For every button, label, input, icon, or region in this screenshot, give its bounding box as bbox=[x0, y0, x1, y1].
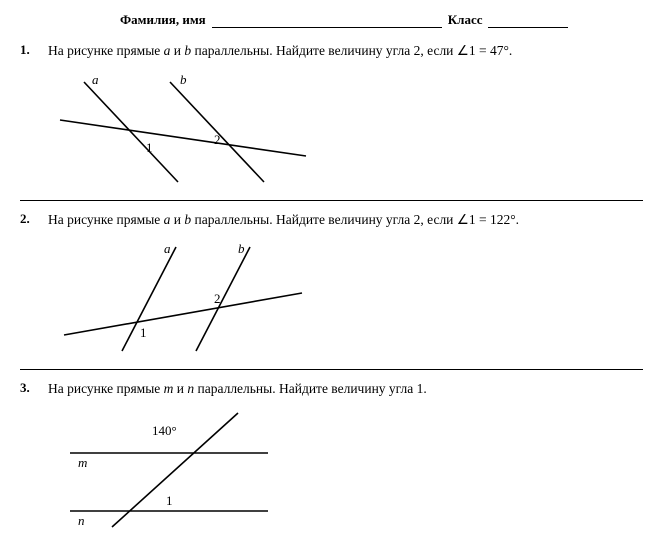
worksheet-header: Фамилия, имя Класс bbox=[20, 12, 643, 28]
angle-1-label: 1 bbox=[146, 140, 153, 155]
problem-number: 1. bbox=[20, 42, 48, 194]
figure-1: a b 1 2 bbox=[48, 64, 328, 194]
problem-text: На рисунке прямые a и b параллельны. Най… bbox=[48, 42, 643, 60]
text-frag: На рисунке прямые bbox=[48, 212, 164, 227]
transversal bbox=[64, 293, 302, 335]
problem-number: 3. bbox=[20, 380, 48, 532]
figure-2: a b 1 2 bbox=[48, 233, 328, 363]
problem-body: На рисунке прямые a и b параллельны. Най… bbox=[48, 211, 643, 363]
divider bbox=[20, 369, 643, 370]
problem-body: На рисунке прямые a и b параллельны. Най… bbox=[48, 42, 643, 194]
line-a bbox=[122, 247, 176, 351]
divider bbox=[20, 200, 643, 201]
text-frag: и bbox=[170, 43, 184, 58]
label-b: b bbox=[180, 72, 187, 87]
angle-1-label: 1 bbox=[140, 325, 147, 340]
problem-text: На рисунке прямые a и b параллельны. Най… bbox=[48, 211, 643, 229]
problem-body: На рисунке прямые m и n параллельны. Най… bbox=[48, 380, 643, 532]
angle-140-label: 140° bbox=[152, 423, 177, 438]
class-label: Класс bbox=[448, 12, 483, 28]
transversal bbox=[60, 120, 306, 156]
class-blank[interactable] bbox=[488, 13, 568, 28]
text-frag: и bbox=[170, 212, 184, 227]
text-frag: и bbox=[173, 381, 187, 396]
label-n: n bbox=[78, 513, 85, 528]
text-frag: параллельны. Найдите величину угла 2, ес… bbox=[191, 212, 519, 227]
name-label: Фамилия, имя bbox=[120, 12, 206, 28]
problem-text: На рисунке прямые m и n параллельны. Най… bbox=[48, 380, 643, 398]
problem-number: 2. bbox=[20, 211, 48, 363]
label-m: m bbox=[78, 455, 87, 470]
angle-1-label: 1 bbox=[166, 493, 173, 508]
label-a: a bbox=[164, 241, 171, 256]
problem-3: 3. На рисунке прямые m и n параллельны. … bbox=[20, 380, 643, 532]
problem-2: 2. На рисунке прямые a и b параллельны. … bbox=[20, 211, 643, 363]
name-blank[interactable] bbox=[212, 13, 442, 28]
label-a: a bbox=[92, 72, 99, 87]
text-frag: На рисунке прямые bbox=[48, 381, 164, 396]
line-a bbox=[84, 82, 178, 182]
text-var: m bbox=[164, 381, 174, 396]
text-frag: На рисунке прямые bbox=[48, 43, 164, 58]
problem-1: 1. На рисунке прямые a и b параллельны. … bbox=[20, 42, 643, 194]
angle-2-label: 2 bbox=[214, 291, 221, 306]
text-frag: параллельны. Найдите величину угла 1. bbox=[194, 381, 427, 396]
figure-3: 140° m n 1 bbox=[48, 403, 328, 533]
text-frag: параллельны. Найдите величину угла 2, ес… bbox=[191, 43, 512, 58]
label-b: b bbox=[238, 241, 245, 256]
line-b bbox=[196, 247, 250, 351]
angle-2-label: 2 bbox=[214, 132, 221, 147]
